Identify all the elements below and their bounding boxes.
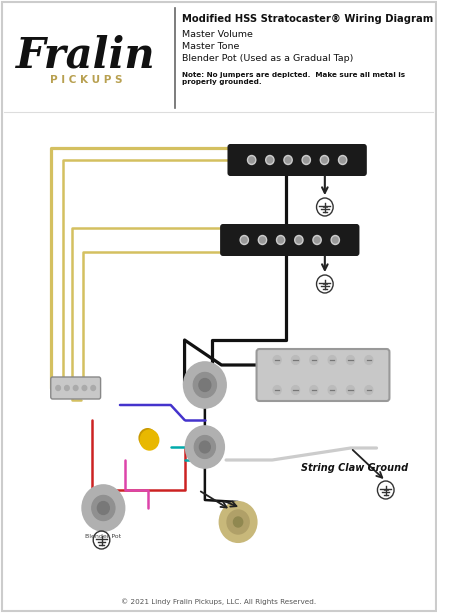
Text: Blender Pot (Used as a Gradual Tap): Blender Pot (Used as a Gradual Tap) <box>182 54 353 63</box>
Circle shape <box>338 156 347 164</box>
Circle shape <box>194 435 216 459</box>
Circle shape <box>138 428 157 448</box>
Circle shape <box>260 237 265 243</box>
FancyBboxPatch shape <box>228 144 367 176</box>
Circle shape <box>234 517 243 527</box>
Circle shape <box>302 156 310 164</box>
Circle shape <box>328 386 337 395</box>
Circle shape <box>322 157 327 163</box>
Circle shape <box>285 157 291 163</box>
Circle shape <box>292 356 300 365</box>
Text: P I C K U P S: P I C K U P S <box>50 75 122 85</box>
Circle shape <box>314 237 320 243</box>
FancyBboxPatch shape <box>220 224 359 256</box>
Circle shape <box>183 362 226 408</box>
Text: © 2021 Lindy Fralin Pickups, LLC. All Rights Reserved.: © 2021 Lindy Fralin Pickups, LLC. All Ri… <box>121 598 316 605</box>
Circle shape <box>91 386 96 390</box>
Circle shape <box>278 237 283 243</box>
Text: Master Volume: Master Volume <box>182 30 253 39</box>
Circle shape <box>266 156 274 164</box>
FancyBboxPatch shape <box>256 349 390 401</box>
Circle shape <box>346 386 355 395</box>
Text: +: + <box>98 536 105 544</box>
Text: +: + <box>321 280 328 289</box>
Circle shape <box>332 237 338 243</box>
Text: +: + <box>383 485 389 495</box>
FancyBboxPatch shape <box>51 377 100 399</box>
Circle shape <box>82 386 87 390</box>
Circle shape <box>284 156 292 164</box>
Circle shape <box>247 156 256 164</box>
Circle shape <box>199 379 211 392</box>
Circle shape <box>64 386 69 390</box>
Circle shape <box>295 235 303 245</box>
Circle shape <box>276 235 285 245</box>
Circle shape <box>365 356 373 365</box>
Circle shape <box>258 235 267 245</box>
Circle shape <box>219 502 256 542</box>
Circle shape <box>310 386 318 395</box>
Circle shape <box>310 356 318 365</box>
Circle shape <box>296 237 301 243</box>
Circle shape <box>193 372 217 398</box>
Circle shape <box>292 386 300 395</box>
Text: Modified HSS Stratocaster® Wiring Diagram: Modified HSS Stratocaster® Wiring Diagra… <box>182 14 433 24</box>
Circle shape <box>185 426 224 468</box>
Circle shape <box>91 495 115 520</box>
Circle shape <box>313 235 321 245</box>
Circle shape <box>340 157 346 163</box>
Circle shape <box>73 386 78 390</box>
Circle shape <box>320 156 328 164</box>
Circle shape <box>331 235 339 245</box>
Circle shape <box>273 386 281 395</box>
Text: Fralin: Fralin <box>16 34 155 76</box>
Text: Note: No jumpers are depicted.  Make sure all metal is
properly grounded.: Note: No jumpers are depicted. Make sure… <box>182 72 405 85</box>
Circle shape <box>328 356 337 365</box>
Circle shape <box>273 356 281 365</box>
Circle shape <box>140 430 159 450</box>
Circle shape <box>98 501 109 514</box>
Circle shape <box>240 235 248 245</box>
Circle shape <box>267 157 273 163</box>
Circle shape <box>56 386 61 390</box>
Text: +: + <box>321 202 328 211</box>
Circle shape <box>227 510 249 534</box>
Circle shape <box>249 157 255 163</box>
Text: String Claw Ground: String Claw Ground <box>301 463 408 473</box>
Text: Blender Pot: Blender Pot <box>85 534 121 539</box>
Circle shape <box>365 386 373 395</box>
Circle shape <box>242 237 247 243</box>
Text: Master Tone: Master Tone <box>182 42 239 51</box>
Circle shape <box>200 441 210 453</box>
Circle shape <box>346 356 355 365</box>
Circle shape <box>303 157 309 163</box>
Circle shape <box>82 485 125 531</box>
